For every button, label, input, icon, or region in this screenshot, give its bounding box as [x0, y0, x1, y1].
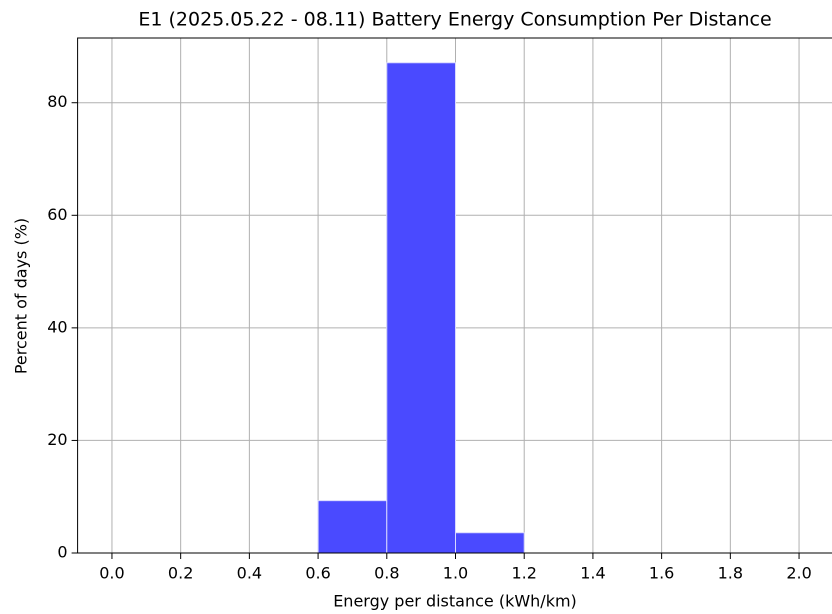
x-tick-label: 1.0: [443, 564, 468, 583]
x-tick-label: 1.4: [580, 564, 605, 583]
y-tick-label: 40: [47, 317, 67, 336]
x-tick-label: 1.6: [649, 564, 674, 583]
x-tick-label: 0.0: [99, 564, 124, 583]
bar: [317, 500, 388, 554]
x-tick-label: 0.6: [305, 564, 330, 583]
y-tick-label: 80: [47, 92, 67, 111]
axes-frame: [77, 37, 832, 554]
bar: [455, 532, 525, 554]
chart-title: E1 (2025.05.22 - 08.11) Battery Energy C…: [138, 9, 771, 31]
x-tick-label: 2.0: [786, 564, 811, 583]
x-tick-label: 0.2: [168, 564, 193, 583]
x-axis-label: Energy per distance (kWh/km): [333, 592, 577, 611]
y-tick-label: 60: [47, 205, 67, 224]
x-tick-label: 0.8: [374, 564, 399, 583]
x-tick-label: 1.2: [511, 564, 536, 583]
y-tick-label: 20: [47, 430, 67, 449]
y-tick-label: 0: [57, 543, 67, 562]
x-tick-label: 0.4: [237, 564, 262, 583]
bar: [386, 62, 457, 554]
y-axis-label: Percent of days (%): [12, 218, 31, 374]
x-tick-label: 1.8: [718, 564, 743, 583]
